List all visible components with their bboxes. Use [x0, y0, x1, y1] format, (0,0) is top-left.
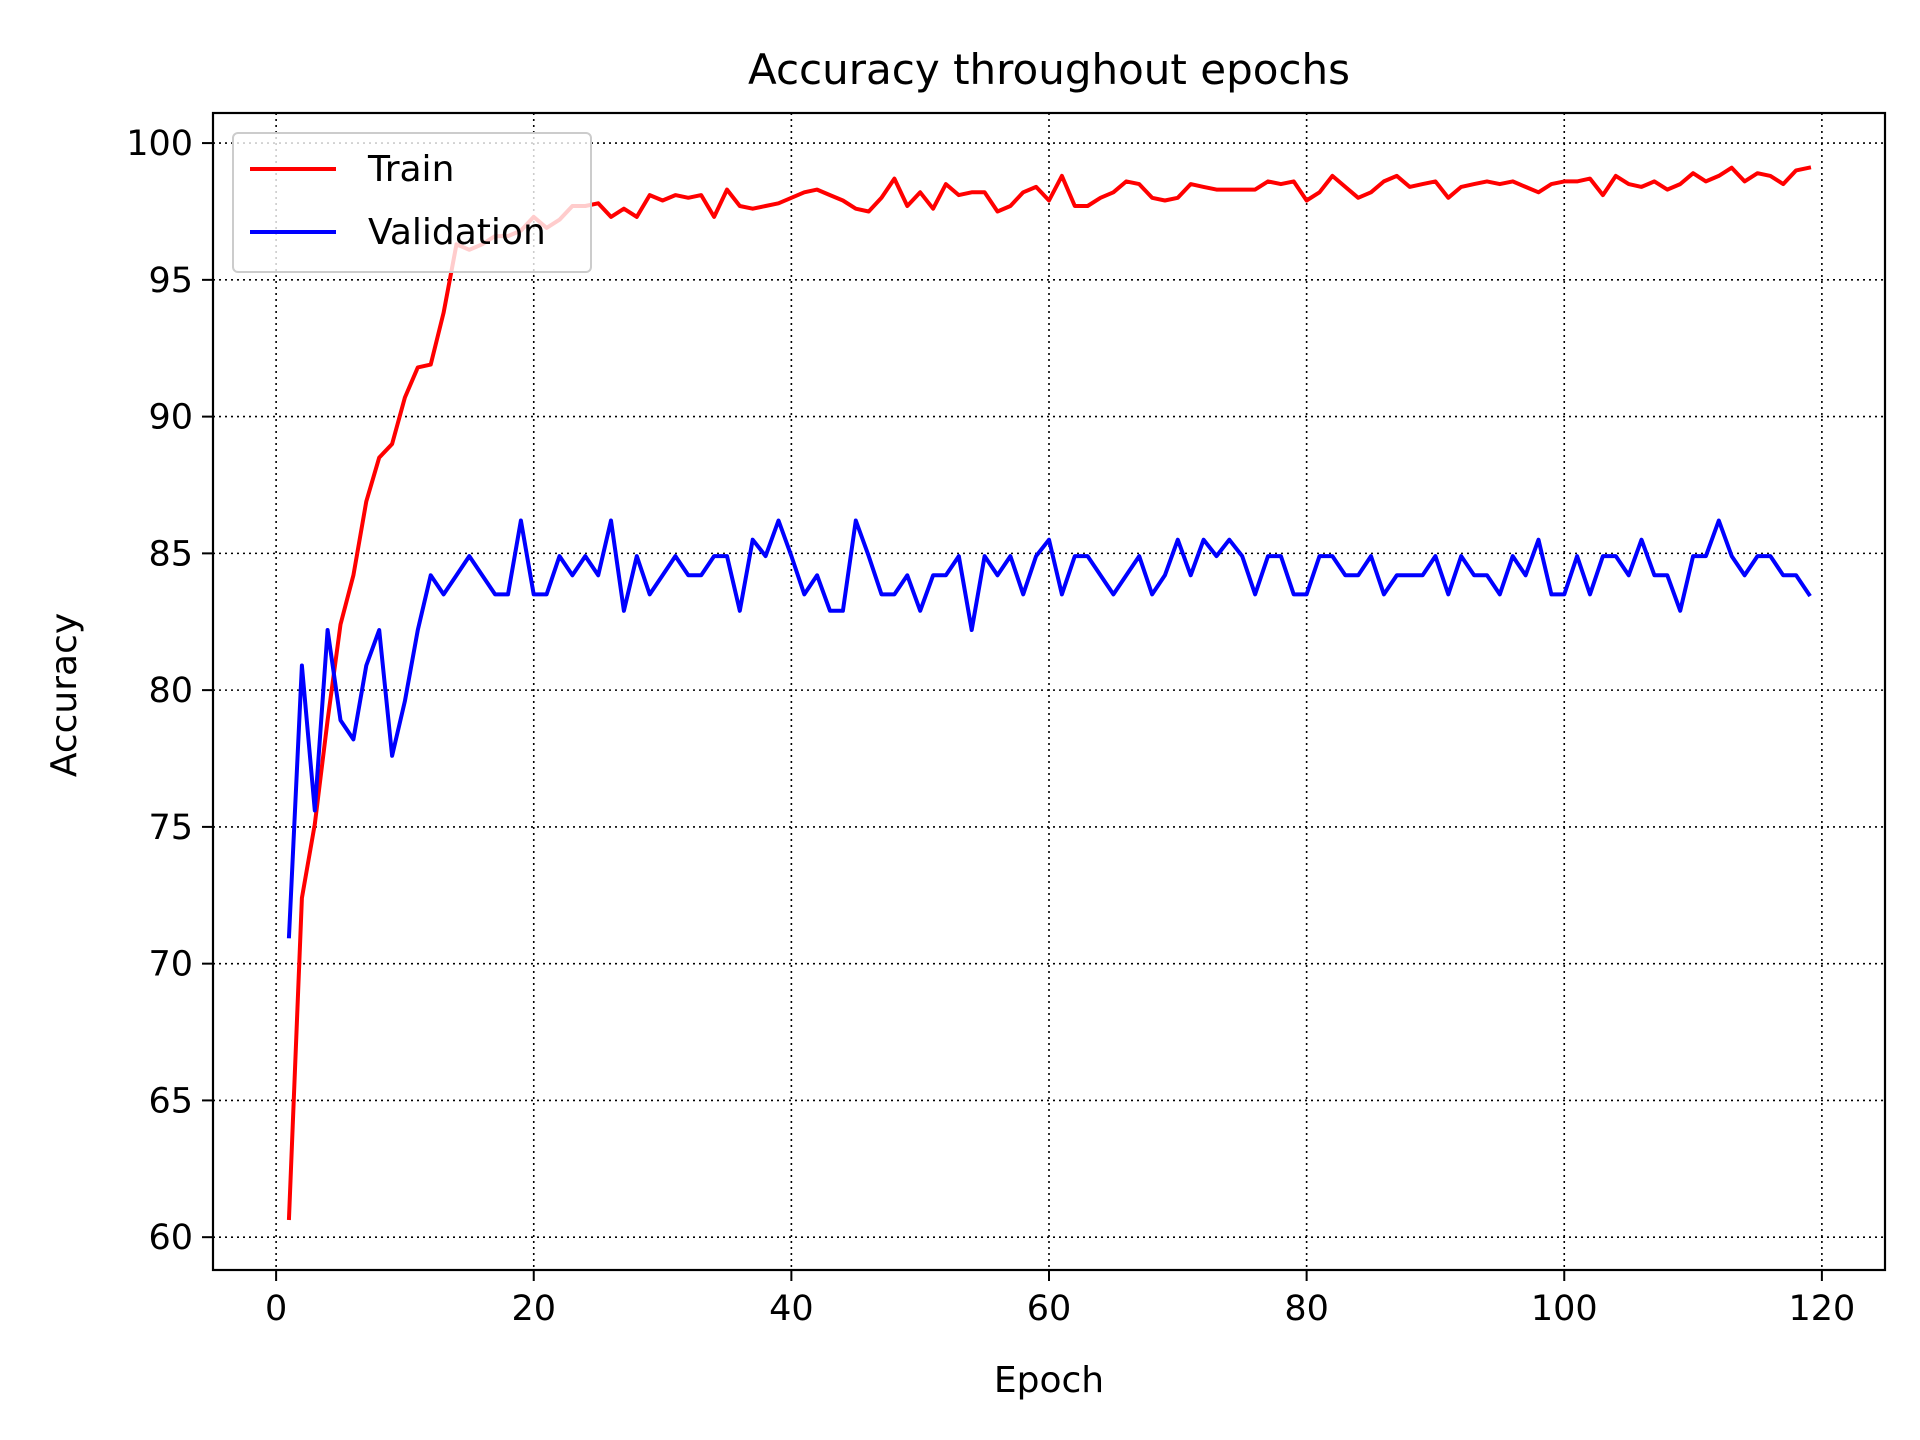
y-tick-label: 60: [148, 1218, 193, 1258]
x-tick-label: 0: [265, 1289, 287, 1329]
legend-label-train: Train: [367, 149, 454, 190]
y-tick-label: 65: [148, 1081, 193, 1121]
legend: Train Validation: [232, 132, 592, 273]
x-tick-label: 120: [1788, 1289, 1855, 1329]
x-tick-label: 100: [1531, 1289, 1598, 1329]
y-tick-label: 85: [148, 534, 193, 574]
chart-title: Accuracy throughout epochs: [748, 45, 1350, 94]
x-tick-label: 80: [1284, 1289, 1329, 1329]
grid: [213, 113, 1885, 1270]
legend-label-validation: Validation: [368, 212, 546, 253]
y-tick-label: 80: [148, 671, 193, 711]
axis-ticks: 0 20 40 60 80 100 120 60 65 70 75 80 85 90 95 100: [126, 124, 1855, 1329]
y-axis-label: Accuracy: [44, 613, 85, 777]
x-tick-label: 60: [1027, 1289, 1072, 1329]
y-tick-label: 100: [126, 124, 193, 164]
y-tick-label: 70: [148, 945, 193, 985]
y-tick-label: 90: [148, 398, 193, 438]
x-tick-label: 40: [769, 1289, 814, 1329]
y-tick-label: 75: [148, 808, 193, 848]
x-tick-label: 20: [511, 1289, 556, 1329]
y-tick-label: 95: [148, 261, 193, 301]
series-line-validation: [286, 518, 1812, 939]
x-axis-label: Epoch: [994, 1360, 1104, 1401]
